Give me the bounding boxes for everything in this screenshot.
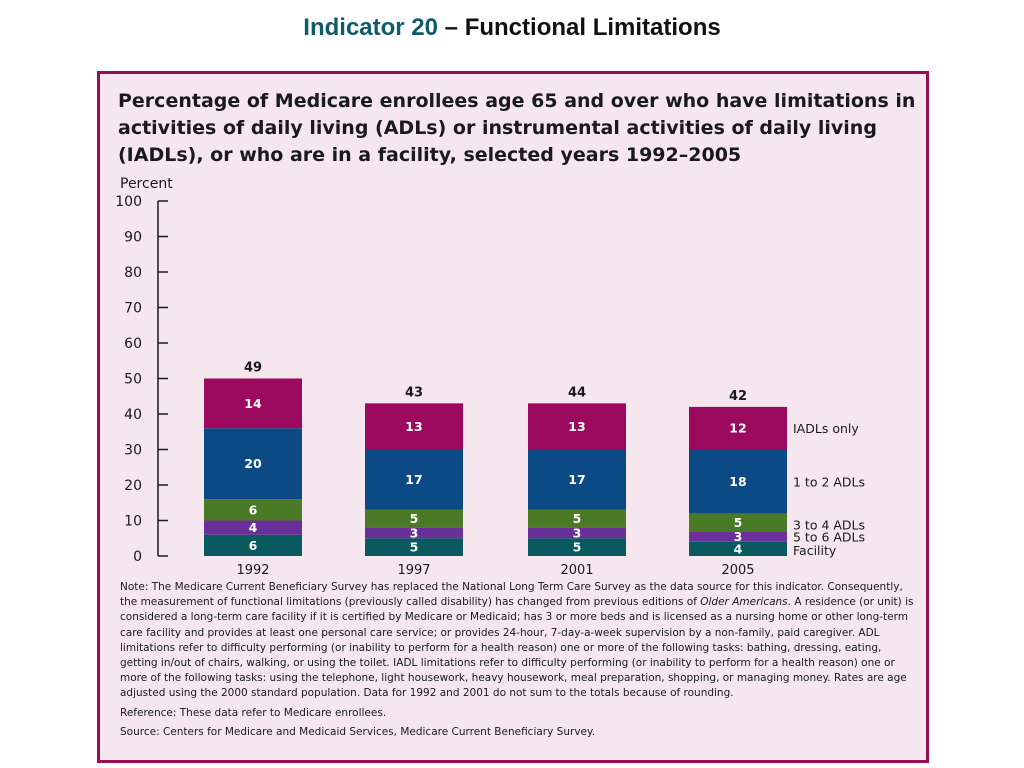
y-tick-label-50: 50 (124, 372, 142, 388)
data-label-2001-2: 5 (573, 511, 582, 526)
y-tick-label-10: 10 (124, 514, 142, 530)
bar-segment-2005-0 (689, 541, 787, 556)
bar-segment-2001-0 (528, 538, 626, 556)
bar-segment-2005-2 (689, 513, 787, 532)
slide-title: Indicator 20 – Functional Limitations (0, 14, 1024, 42)
chart-title: Percentage of Medicare enrollees age 65 … (118, 90, 916, 166)
legend-label-4: IADLs only (793, 421, 859, 436)
bar-segment-2005-1 (689, 531, 787, 542)
total-label-1992: 49 (244, 361, 262, 376)
bar-segment-2001-1 (528, 527, 626, 539)
total-label-2001: 44 (568, 385, 586, 400)
source-text: Source: Centers for Medicare and Medicai… (120, 725, 596, 738)
data-label-2001-0: 5 (573, 540, 582, 555)
data-label-2005-4: 12 (729, 421, 746, 436)
stacked-bar-chart: Percent 0 10 20 30 40 50 60 70 80 90 100 6 4 6 20 14 49 19… (115, 176, 865, 574)
data-label-1992-0: 6 (249, 538, 258, 553)
bar-segment-1992-1 (204, 520, 302, 535)
data-label-1992-3: 20 (244, 456, 262, 471)
x-tick-label-1997: 1997 (397, 563, 430, 574)
bar-segment-1992-0 (204, 534, 302, 556)
data-label-2001-1: 3 (573, 525, 582, 540)
data-label-2005-3: 18 (729, 474, 746, 489)
slide-title-accent: Indicator 20 (303, 14, 439, 41)
data-label-2005-1: 3 (734, 529, 743, 544)
bar-segment-2001-3 (528, 449, 626, 510)
bar-segment-1997-1 (365, 527, 463, 539)
data-label-2001-4: 13 (568, 419, 585, 434)
total-label-1997: 43 (405, 385, 423, 400)
legend-label-3: 1 to 2 ADLs (793, 474, 865, 489)
chart-notes: Note: The Medicare Current Beneficiary S… (120, 580, 920, 744)
x-tick-label-2005: 2005 (721, 563, 754, 574)
note-text-1: Note: The Medicare Current Beneficiary S… (120, 581, 903, 609)
data-label-1997-4: 13 (405, 419, 422, 434)
data-label-2005-2: 5 (734, 515, 743, 530)
y-tick-label-60: 60 (124, 336, 142, 352)
bar-segment-2001-2 (528, 509, 626, 528)
y-tick-label-100: 100 (115, 194, 142, 210)
y-tick-label-30: 30 (124, 443, 142, 459)
bar-segment-1992-4 (204, 378, 302, 429)
data-label-1992-1: 4 (249, 520, 258, 535)
x-tick-label-2001: 2001 (560, 563, 593, 574)
bar-segment-1992-3 (204, 428, 302, 500)
note-text-2: . A residence (or unit) is considered a … (120, 596, 914, 700)
bar-segment-2005-4 (689, 406, 787, 450)
y-tick-label-70: 70 (124, 301, 142, 317)
total-label-2005: 42 (729, 389, 747, 404)
legend-label-0: Facility (793, 543, 837, 558)
data-label-1997-3: 17 (405, 472, 422, 487)
note-paragraph: Note: The Medicare Current Beneficiary S… (120, 580, 920, 702)
y-tick-label-80: 80 (124, 265, 142, 281)
y-tick-label-0: 0 (133, 549, 142, 565)
x-tick-label-1992: 1992 (236, 563, 269, 574)
bar-segment-1997-2 (365, 509, 463, 528)
data-label-1992-4: 14 (244, 396, 262, 411)
legend-label-2: 3 to 4 ADLs (793, 517, 865, 532)
bar-segment-2005-3 (689, 449, 787, 514)
data-label-2005-0: 4 (734, 541, 743, 556)
data-label-1997-1: 3 (410, 525, 419, 540)
y-tick-label-20: 20 (124, 478, 142, 494)
data-label-1992-2: 6 (249, 502, 258, 517)
data-label-2001-3: 17 (568, 472, 585, 487)
bar-segment-1997-4 (365, 403, 463, 450)
bar-segment-2001-4 (528, 403, 626, 450)
reference-text: Reference: These data refer to Medicare … (120, 706, 387, 719)
data-label-1997-0: 5 (410, 540, 419, 555)
y-axis-label: Percent (120, 176, 173, 192)
y-tick-label-40: 40 (124, 407, 142, 423)
bar-segment-1997-0 (365, 538, 463, 556)
slide-title-rest: – Functional Limitations (438, 14, 721, 41)
y-tick-label-90: 90 (124, 230, 142, 246)
bar-segment-1997-3 (365, 449, 463, 510)
data-label-1997-2: 5 (410, 511, 419, 526)
bar-segment-1992-2 (204, 499, 302, 521)
legend-label-1: 5 to 6 ADLs (793, 529, 865, 544)
note-italic: Older Americans (700, 596, 788, 609)
chart-panel: Percentage of Medicare enrollees age 65 … (97, 71, 929, 763)
